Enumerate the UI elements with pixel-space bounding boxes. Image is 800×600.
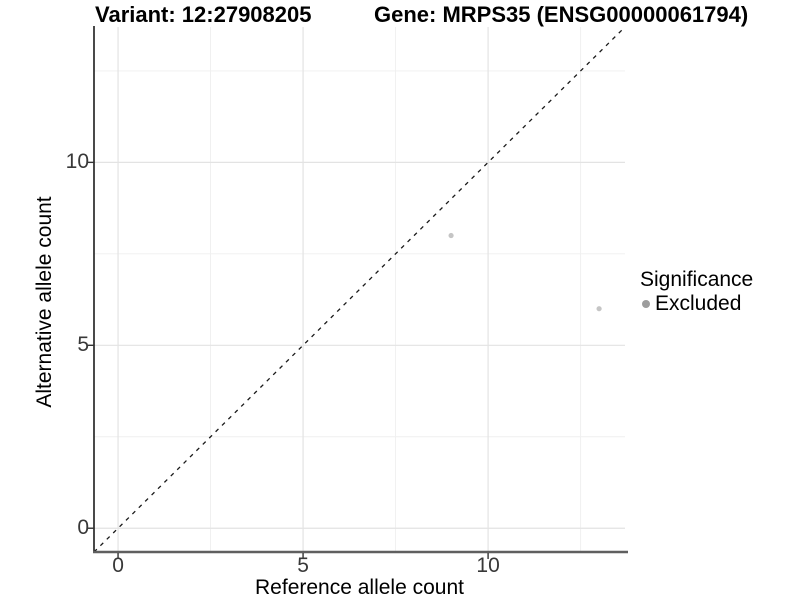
variant-title: Variant: 12:27908205: [95, 2, 312, 27]
legend: Significance Excluded: [640, 268, 753, 315]
excluded-point-icon: [642, 299, 650, 308]
y-axis-title: Alternative allele count: [33, 196, 56, 408]
y-tick-label: 5: [77, 333, 89, 357]
y-tick-label: 10: [65, 150, 89, 174]
x-tick-label: 10: [476, 554, 500, 577]
x-tick-label: 5: [297, 554, 309, 577]
legend-title: Significance: [640, 268, 754, 291]
y-tick-label: 0: [77, 516, 89, 540]
legend-entry-label: Excluded: [655, 292, 742, 315]
gene-title: Gene: MRPS35 (ENSG00000061794): [374, 2, 749, 27]
identity-line: [93, 26, 626, 553]
legend-entry-excluded: Excluded: [640, 292, 753, 315]
data-point: [448, 232, 454, 239]
x-axis-title: Reference allele count: [255, 576, 464, 599]
data-point: [596, 306, 602, 312]
x-tick-label: 0: [112, 554, 124, 577]
